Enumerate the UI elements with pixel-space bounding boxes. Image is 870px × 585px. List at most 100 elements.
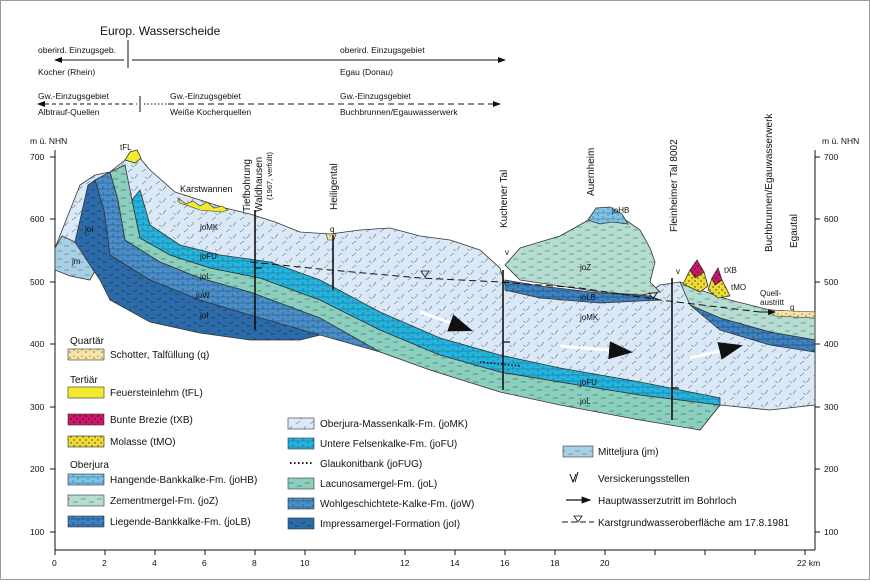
label-joFU: joFU (579, 378, 597, 387)
label-buchbrunnen: Buchbrunnen/Egauwasserwerk (764, 113, 775, 252)
surface-right-line1: oberird. Einzugsgebiet (340, 45, 425, 55)
legend-bunte: Bunte Brezie (tXB) (110, 415, 193, 426)
label-fleinheimer: Fleinheimer Tal 8002 (669, 139, 680, 232)
water-table-marker (420, 270, 430, 278)
label-tFL: tFL (120, 143, 132, 152)
surface-left-line1: oberird. Einzugsgeb. (38, 45, 116, 55)
label-quell-2: austritt (760, 298, 785, 307)
watershed-title: Europ. Wasserscheide (100, 24, 221, 38)
versickerung-icon (569, 471, 579, 484)
legend: Quartär Schotter, Talfüllung (q) Tertiär… (67, 336, 790, 530)
label-tiefbohrung-3: (1967, verfüllt) (265, 152, 274, 200)
gw-c-line2: Buchbrunnen/Egauwasserwerk (340, 107, 458, 117)
y-tick-right: 700 (824, 152, 838, 162)
y-tick-right: 200 (824, 464, 838, 474)
legend-joFU: Untere Felsenkalke-Fm. (joFU) (320, 439, 457, 450)
legend-karstgw: Karstgrundwasseroberfläche am 17.8.1981 (598, 518, 790, 529)
y-tick-right: 300 (824, 402, 838, 412)
deposit-schotter-left (325, 233, 337, 241)
label-joW: joW (195, 291, 210, 300)
deposit-karstwannen (177, 197, 229, 213)
y-tick-left: 400 (30, 339, 44, 349)
legend-joMK: Oberjura-Massenkalk-Fm. (joMK) (320, 419, 468, 430)
x-tick: 6 (202, 558, 207, 568)
y-tick-left: 600 (30, 214, 44, 224)
label-kuchener-tal: Kuchener Tal (499, 170, 510, 228)
legend-joFUG: Glaukonitbank (joFUG) (320, 459, 422, 470)
label-v: v (676, 267, 680, 276)
y-tick-right: 600 (824, 214, 838, 224)
gw-b-line2: Weiße Kocherquellen (170, 107, 251, 117)
gw-a-line2: Albtrauf-Quellen (38, 107, 100, 117)
label-tiefbohrung-2: Waldhausen (254, 157, 265, 212)
y-unit-right: m ü. NHN (822, 136, 859, 146)
surface-left-line2: Kocher (Rhein) (38, 67, 95, 77)
legend-schotter: Schotter, Talfüllung (q) (110, 350, 209, 361)
swatch-joW (287, 497, 315, 510)
deposit-tMO-2 (707, 276, 731, 299)
x-tick: 0 (52, 558, 57, 568)
legend-tertiaer: Tertiär (70, 375, 98, 386)
legend-jm: Mitteljura (jm) (598, 447, 659, 458)
x-tick: 12 (400, 558, 410, 568)
label-tiefbohrung-1: Tiefbohrung (242, 159, 253, 212)
label-tMO: tMO (731, 283, 746, 292)
y-tick-left: 100 (30, 527, 44, 537)
legend-feuerstein: Feuersteinlehm (tFL) (110, 388, 203, 399)
label-v: v (505, 248, 509, 257)
x-axis: 0 2 4 6 8 10 12 14 16 18 20 22 km (52, 549, 820, 568)
karstgw-triangle-icon (573, 515, 583, 523)
deposit-tFL (124, 149, 142, 164)
legend-joLB: Liegende-Bankkalke-Fm. (joLB) (110, 517, 251, 528)
legend-joI: Impressamergel-Formation (joI) (320, 519, 460, 530)
label-jm: jm (71, 257, 81, 266)
label-joMK: joMK (199, 223, 219, 232)
swatch-bunte (67, 413, 105, 426)
flow-arrow (419, 310, 473, 332)
label-quell-1: Quell- (760, 289, 782, 298)
y-unit-left: m ü. NHN (30, 136, 67, 146)
swatch-molasse (67, 435, 105, 448)
swatch-joHB (67, 473, 105, 486)
legend-versickerung: Versickerungsstellen (598, 474, 690, 485)
y-tick-left: 300 (30, 402, 44, 412)
gw-a-line1: Gw.-Einzugsgebiet (38, 91, 110, 101)
layer-joLB-right (689, 304, 816, 353)
gw-c-line1: Gw.-Einzugsgebiet (340, 91, 412, 101)
swatch-jm (562, 445, 594, 458)
cross-section (54, 149, 816, 431)
label-heiligental: Heiligental (329, 163, 340, 210)
legend-joW: Wohlgeschichtete-Kalke-Fm. (joW) (320, 499, 474, 510)
karst-water-table (249, 261, 761, 313)
label-joI: joI (84, 225, 93, 234)
label-karstwannen: Karstwannen (180, 184, 233, 194)
legend-oberjura: Oberjura (70, 460, 109, 471)
flow-arrow (559, 341, 633, 360)
label-joI: joI (199, 311, 208, 320)
x-tick: 2 (102, 558, 107, 568)
swatch-feuerstein (67, 386, 105, 399)
y-tick-right: 500 (824, 277, 838, 287)
label-joL: joL (199, 272, 211, 281)
wasserzutritt-marks (255, 267, 679, 389)
surface-right-line2: Egau (Donau) (340, 67, 393, 77)
y-axis-left: m ü. NHN 700 600 500 400 300 200 100 (30, 136, 67, 550)
swatch-joLB (67, 515, 105, 528)
label-auernheim: Auernheim (586, 148, 597, 196)
swatch-joI (287, 517, 315, 530)
swatch-joZ (67, 494, 105, 507)
x-tick: 14 (450, 558, 460, 568)
legend-quartaer: Quartär (70, 336, 105, 347)
legend-molasse: Molasse (tMO) (110, 437, 176, 448)
label-joZ: joZ (579, 263, 591, 272)
label-joLB: joLB (579, 293, 596, 302)
flow-arrow (689, 342, 743, 360)
deposit-tMO (682, 269, 709, 293)
water-table-marker (648, 292, 658, 300)
x-tick: 20 (600, 558, 610, 568)
x-tick: 8 (252, 558, 257, 568)
legend-joL: Lacunosamergel-Fm. (joL) (320, 479, 437, 490)
x-tick: 16 (500, 558, 510, 568)
